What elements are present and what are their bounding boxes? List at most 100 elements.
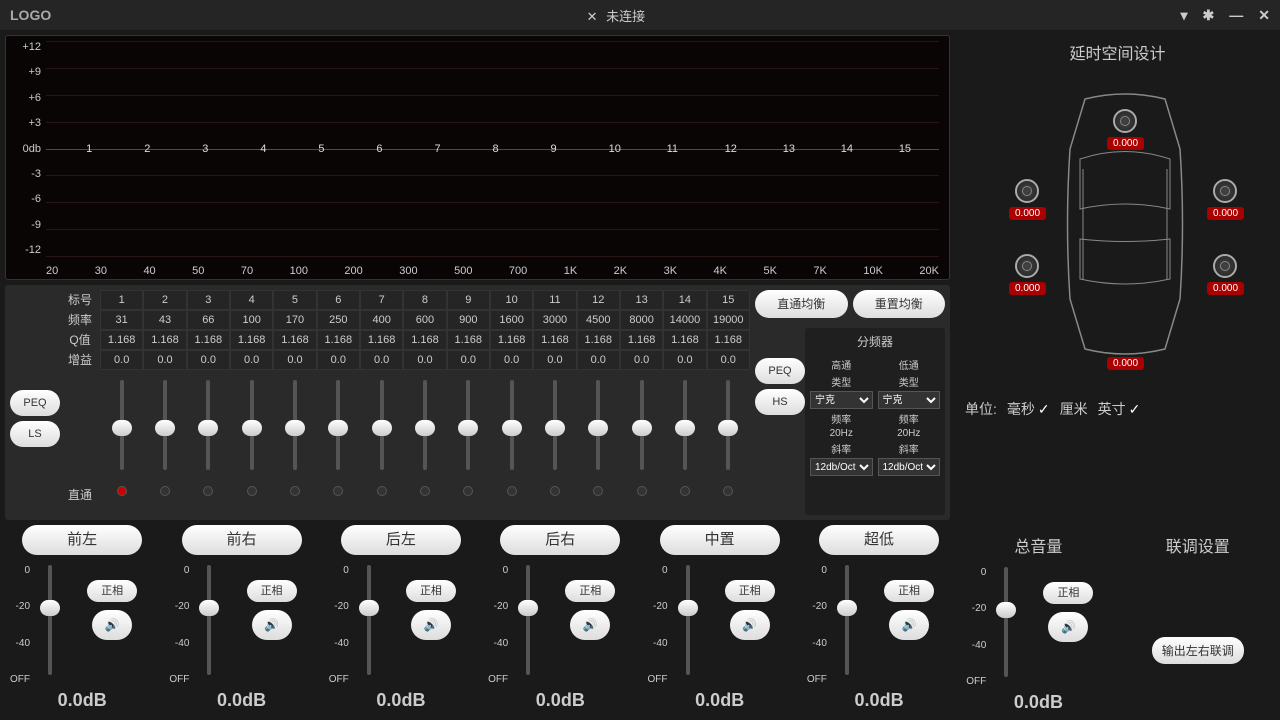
band-marker[interactable]: 3 [202, 143, 208, 155]
speaker-fl[interactable] [1015, 179, 1039, 203]
bypass-dot[interactable] [160, 486, 170, 496]
eq-cell[interactable]: 3 [187, 290, 230, 310]
link-button[interactable]: 输出左右联调 [1152, 637, 1244, 664]
dropdown-icon[interactable]: ▾ [1181, 7, 1188, 24]
bypass-dot[interactable] [117, 486, 127, 496]
band-marker[interactable]: 1 [86, 143, 92, 155]
phase-button[interactable]: 正相 [87, 580, 137, 602]
eq-cell[interactable]: 8000 [620, 310, 663, 330]
phase-button[interactable]: 正相 [247, 580, 297, 602]
unit-in[interactable]: 英寸 ✓ [1098, 399, 1141, 419]
eq-cell[interactable]: 0.0 [273, 350, 316, 370]
eq-cell[interactable]: 8 [403, 290, 446, 310]
channel-button[interactable]: 前右 [182, 525, 302, 555]
unit-ms[interactable]: 毫秒 ✓ [1007, 399, 1050, 419]
eq-cell[interactable]: 2 [143, 290, 186, 310]
phase-button[interactable]: 正相 [725, 580, 775, 602]
eq-cell[interactable]: 7 [360, 290, 403, 310]
peq-button[interactable]: PEQ [10, 390, 60, 416]
hs-button[interactable]: HS [755, 389, 805, 415]
channel-slider[interactable] [845, 565, 849, 675]
eq-cell[interactable]: 1 [100, 290, 143, 310]
eq-cell[interactable]: 1.168 [230, 330, 273, 350]
eq-cell[interactable]: 12 [577, 290, 620, 310]
band-marker[interactable]: 10 [609, 143, 621, 155]
eq-cell[interactable]: 0.0 [187, 350, 230, 370]
speaker-center[interactable] [1113, 109, 1137, 133]
eq-slider[interactable] [336, 380, 340, 470]
eq-cell[interactable]: 1.168 [533, 330, 576, 350]
reset-eq-button[interactable]: 重置均衡 [853, 290, 946, 318]
bypass-dot[interactable] [247, 486, 257, 496]
master-mute-button[interactable]: 🔊 [1048, 612, 1088, 642]
delay-rr[interactable]: 0.000 [1207, 282, 1244, 295]
eq-cell[interactable]: 4500 [577, 310, 620, 330]
speaker-rl[interactable] [1015, 254, 1039, 278]
eq-slider[interactable] [726, 380, 730, 470]
phase-button[interactable]: 正相 [565, 580, 615, 602]
eq-cell[interactable]: 43 [143, 310, 186, 330]
eq-slider[interactable] [423, 380, 427, 470]
eq-slider[interactable] [293, 380, 297, 470]
eq-cell[interactable]: 900 [447, 310, 490, 330]
eq-cell[interactable]: 250 [317, 310, 360, 330]
eq-cell[interactable]: 3000 [533, 310, 576, 330]
unit-cm[interactable]: 厘米 [1060, 399, 1088, 419]
mute-button[interactable]: 🔊 [92, 610, 132, 640]
eq-slider[interactable] [510, 380, 514, 470]
eq-cell[interactable]: 0.0 [533, 350, 576, 370]
delay-fl[interactable]: 0.000 [1009, 207, 1046, 220]
channel-button[interactable]: 中置 [660, 525, 780, 555]
eq-cell[interactable]: 0.0 [360, 350, 403, 370]
bypass-dot[interactable] [507, 486, 517, 496]
eq-slider[interactable] [120, 380, 124, 470]
channel-slider[interactable] [48, 565, 52, 675]
eq-slider[interactable] [466, 380, 470, 470]
bypass-dot[interactable] [290, 486, 300, 496]
bypass-dot[interactable] [420, 486, 430, 496]
hp-type-select[interactable]: 宁克 [810, 391, 873, 409]
channel-slider[interactable] [367, 565, 371, 675]
eq-slider[interactable] [163, 380, 167, 470]
eq-cell[interactable]: 1600 [490, 310, 533, 330]
eq-cell[interactable]: 0.0 [403, 350, 446, 370]
bypass-dot[interactable] [593, 486, 603, 496]
band-marker[interactable]: 11 [667, 143, 678, 155]
bypass-dot[interactable] [637, 486, 647, 496]
eq-cell[interactable]: 0.0 [317, 350, 360, 370]
speaker-fr[interactable] [1213, 179, 1237, 203]
eq-slider[interactable] [250, 380, 254, 470]
close-button[interactable]: ✕ [1258, 7, 1270, 24]
eq-cell[interactable]: 1.168 [403, 330, 446, 350]
lp-slope-select[interactable]: 12db/Oct [878, 458, 941, 476]
eq-cell[interactable]: 1.168 [577, 330, 620, 350]
eq-cell[interactable]: 31 [100, 310, 143, 330]
band-marker[interactable]: 7 [434, 143, 440, 155]
speaker-rr[interactable] [1213, 254, 1237, 278]
eq-cell[interactable]: 14000 [663, 310, 706, 330]
band-marker[interactable]: 14 [841, 143, 853, 155]
channel-slider[interactable] [207, 565, 211, 675]
phase-button[interactable]: 正相 [406, 580, 456, 602]
bypass-dot[interactable] [203, 486, 213, 496]
eq-cell[interactable]: 1.168 [100, 330, 143, 350]
eq-slider[interactable] [596, 380, 600, 470]
gear-icon[interactable]: ✱ [1203, 7, 1215, 24]
mute-button[interactable]: 🔊 [570, 610, 610, 640]
bypass-dot[interactable] [723, 486, 733, 496]
eq-cell[interactable]: 9 [447, 290, 490, 310]
eq-graph[interactable]: +12+9+6+30db-3-6-9-12 123456789101112131… [5, 35, 950, 280]
channel-button[interactable]: 后右 [500, 525, 620, 555]
band-marker[interactable]: 5 [318, 143, 324, 155]
ls-button[interactable]: LS [10, 421, 60, 447]
channel-button[interactable]: 前左 [22, 525, 142, 555]
eq-cell[interactable]: 19000 [707, 310, 750, 330]
bypass-dot[interactable] [680, 486, 690, 496]
delay-fr[interactable]: 0.000 [1207, 207, 1244, 220]
eq-cell[interactable]: 0.0 [447, 350, 490, 370]
eq-slider[interactable] [683, 380, 687, 470]
mute-button[interactable]: 🔊 [889, 610, 929, 640]
eq-cell[interactable]: 4 [230, 290, 273, 310]
band-marker[interactable]: 6 [376, 143, 382, 155]
eq-cell[interactable]: 0.0 [230, 350, 273, 370]
